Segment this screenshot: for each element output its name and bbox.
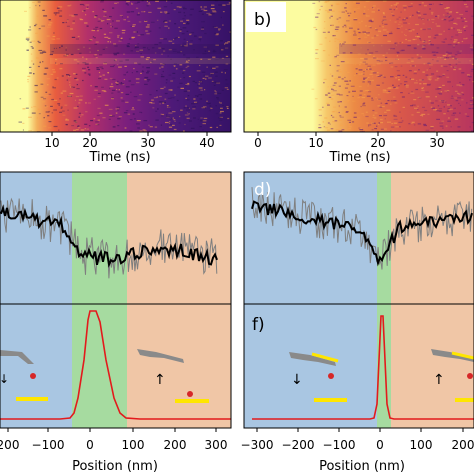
profile-curve-f — [252, 315, 474, 420]
tick-label: 30 — [140, 136, 155, 150]
tick-label: −200 — [282, 438, 315, 452]
yellow-bar-icon — [311, 352, 339, 363]
x-axis-a: 10 20 30 40 — [44, 132, 215, 150]
panel-f: f) ↓ ↑ −300 −200 −100 0 100 200 Position (nm) — [241, 303, 474, 474]
tick-label: 200 — [0, 438, 19, 452]
axes-frame-e — [0, 303, 232, 429]
tick-label: 0 — [376, 438, 384, 452]
heatmap-a-noise — [18, 0, 231, 132]
smooth-trace-d — [251, 200, 473, 267]
region-orange-e — [127, 304, 231, 428]
dot-icon — [328, 373, 334, 379]
tick-label: 10 — [308, 136, 323, 150]
x-axis-f: −300 −200 −100 0 100 200 — [241, 428, 474, 452]
region-orange-f — [391, 304, 474, 428]
heatmap-b-noise — [311, 0, 474, 132]
tick-label: −300 — [241, 438, 274, 452]
tick-label: 20 — [82, 136, 97, 150]
axes-frame-f — [243, 303, 474, 429]
heatmap-a — [0, 0, 231, 132]
panel-d: d) — [243, 171, 474, 305]
tick-label: 0 — [86, 438, 94, 452]
cantilever-icon — [289, 352, 336, 366]
panel-label-b: b) — [254, 10, 271, 30]
profile-curve-e — [0, 310, 231, 420]
tick-label: 40 — [199, 136, 214, 150]
panel-a: 10 20 30 40 Time (ns) — [0, 0, 232, 165]
x-axis-label-f: Position (nm) — [319, 459, 405, 474]
region-blue-e — [0, 304, 72, 428]
tick-label: 30 — [429, 136, 444, 150]
tick-label: 100 — [122, 438, 145, 452]
tick-label: 200 — [164, 438, 187, 452]
cantilever-icon — [0, 350, 34, 364]
arrow-up-icon: ↑ — [433, 372, 445, 388]
tick-label: 0 — [254, 136, 262, 150]
x-axis-e: 200 −100 0 100 200 300 — [0, 428, 227, 452]
panel-b: b) 0 10 20 30 Time (ns) — [243, 0, 474, 165]
region-blue-f — [244, 304, 377, 428]
axes-frame-a — [0, 0, 232, 133]
region-green-c — [72, 172, 127, 304]
tick-label: 300 — [205, 438, 228, 452]
panel-c — [0, 171, 232, 305]
x-axis-b: 0 10 20 30 — [254, 132, 445, 150]
tick-label: −100 — [323, 438, 356, 452]
tick-label: 100 — [410, 438, 433, 452]
yellow-bar-icon — [451, 351, 474, 360]
panel-e: ↓ ↑ 200 −100 0 100 200 300 Position (nm) — [0, 303, 232, 474]
dot-icon — [30, 373, 36, 379]
region-blue-c — [0, 172, 72, 304]
tick-label: −100 — [32, 438, 65, 452]
tick-label: 20 — [370, 136, 385, 150]
raw-trace-c — [0, 197, 218, 279]
yellow-bar-icon — [455, 398, 474, 402]
yellow-bar-icon — [314, 398, 347, 402]
panel-label-d: d) — [254, 180, 271, 200]
yellow-bar-icon — [175, 399, 209, 403]
dot-icon — [467, 373, 473, 379]
tick-label: 200 — [452, 438, 474, 452]
yellow-bar-icon — [16, 397, 48, 401]
arrow-down-icon: ↓ — [0, 372, 9, 386]
region-orange-c — [127, 172, 231, 304]
panel-label-f: f) — [252, 315, 265, 335]
panel-label-box-b — [246, 2, 286, 32]
dot-icon — [187, 391, 193, 397]
smooth-trace-c — [0, 204, 218, 268]
region-blue-d — [244, 172, 377, 304]
x-axis-label-b: Time (ns) — [328, 150, 390, 165]
region-green-d — [377, 172, 391, 304]
x-axis-label-a: Time (ns) — [88, 150, 150, 165]
arrow-down-icon: ↓ — [291, 372, 303, 388]
raw-trace-d — [251, 187, 473, 270]
cantilever-icon — [431, 349, 474, 362]
x-axis-label-e: Position (nm) — [72, 459, 158, 474]
arrow-up-icon: ↑ — [154, 372, 166, 388]
tick-label: 10 — [44, 136, 59, 150]
axes-frame-b — [243, 0, 474, 133]
cantilever-icon — [137, 349, 184, 363]
